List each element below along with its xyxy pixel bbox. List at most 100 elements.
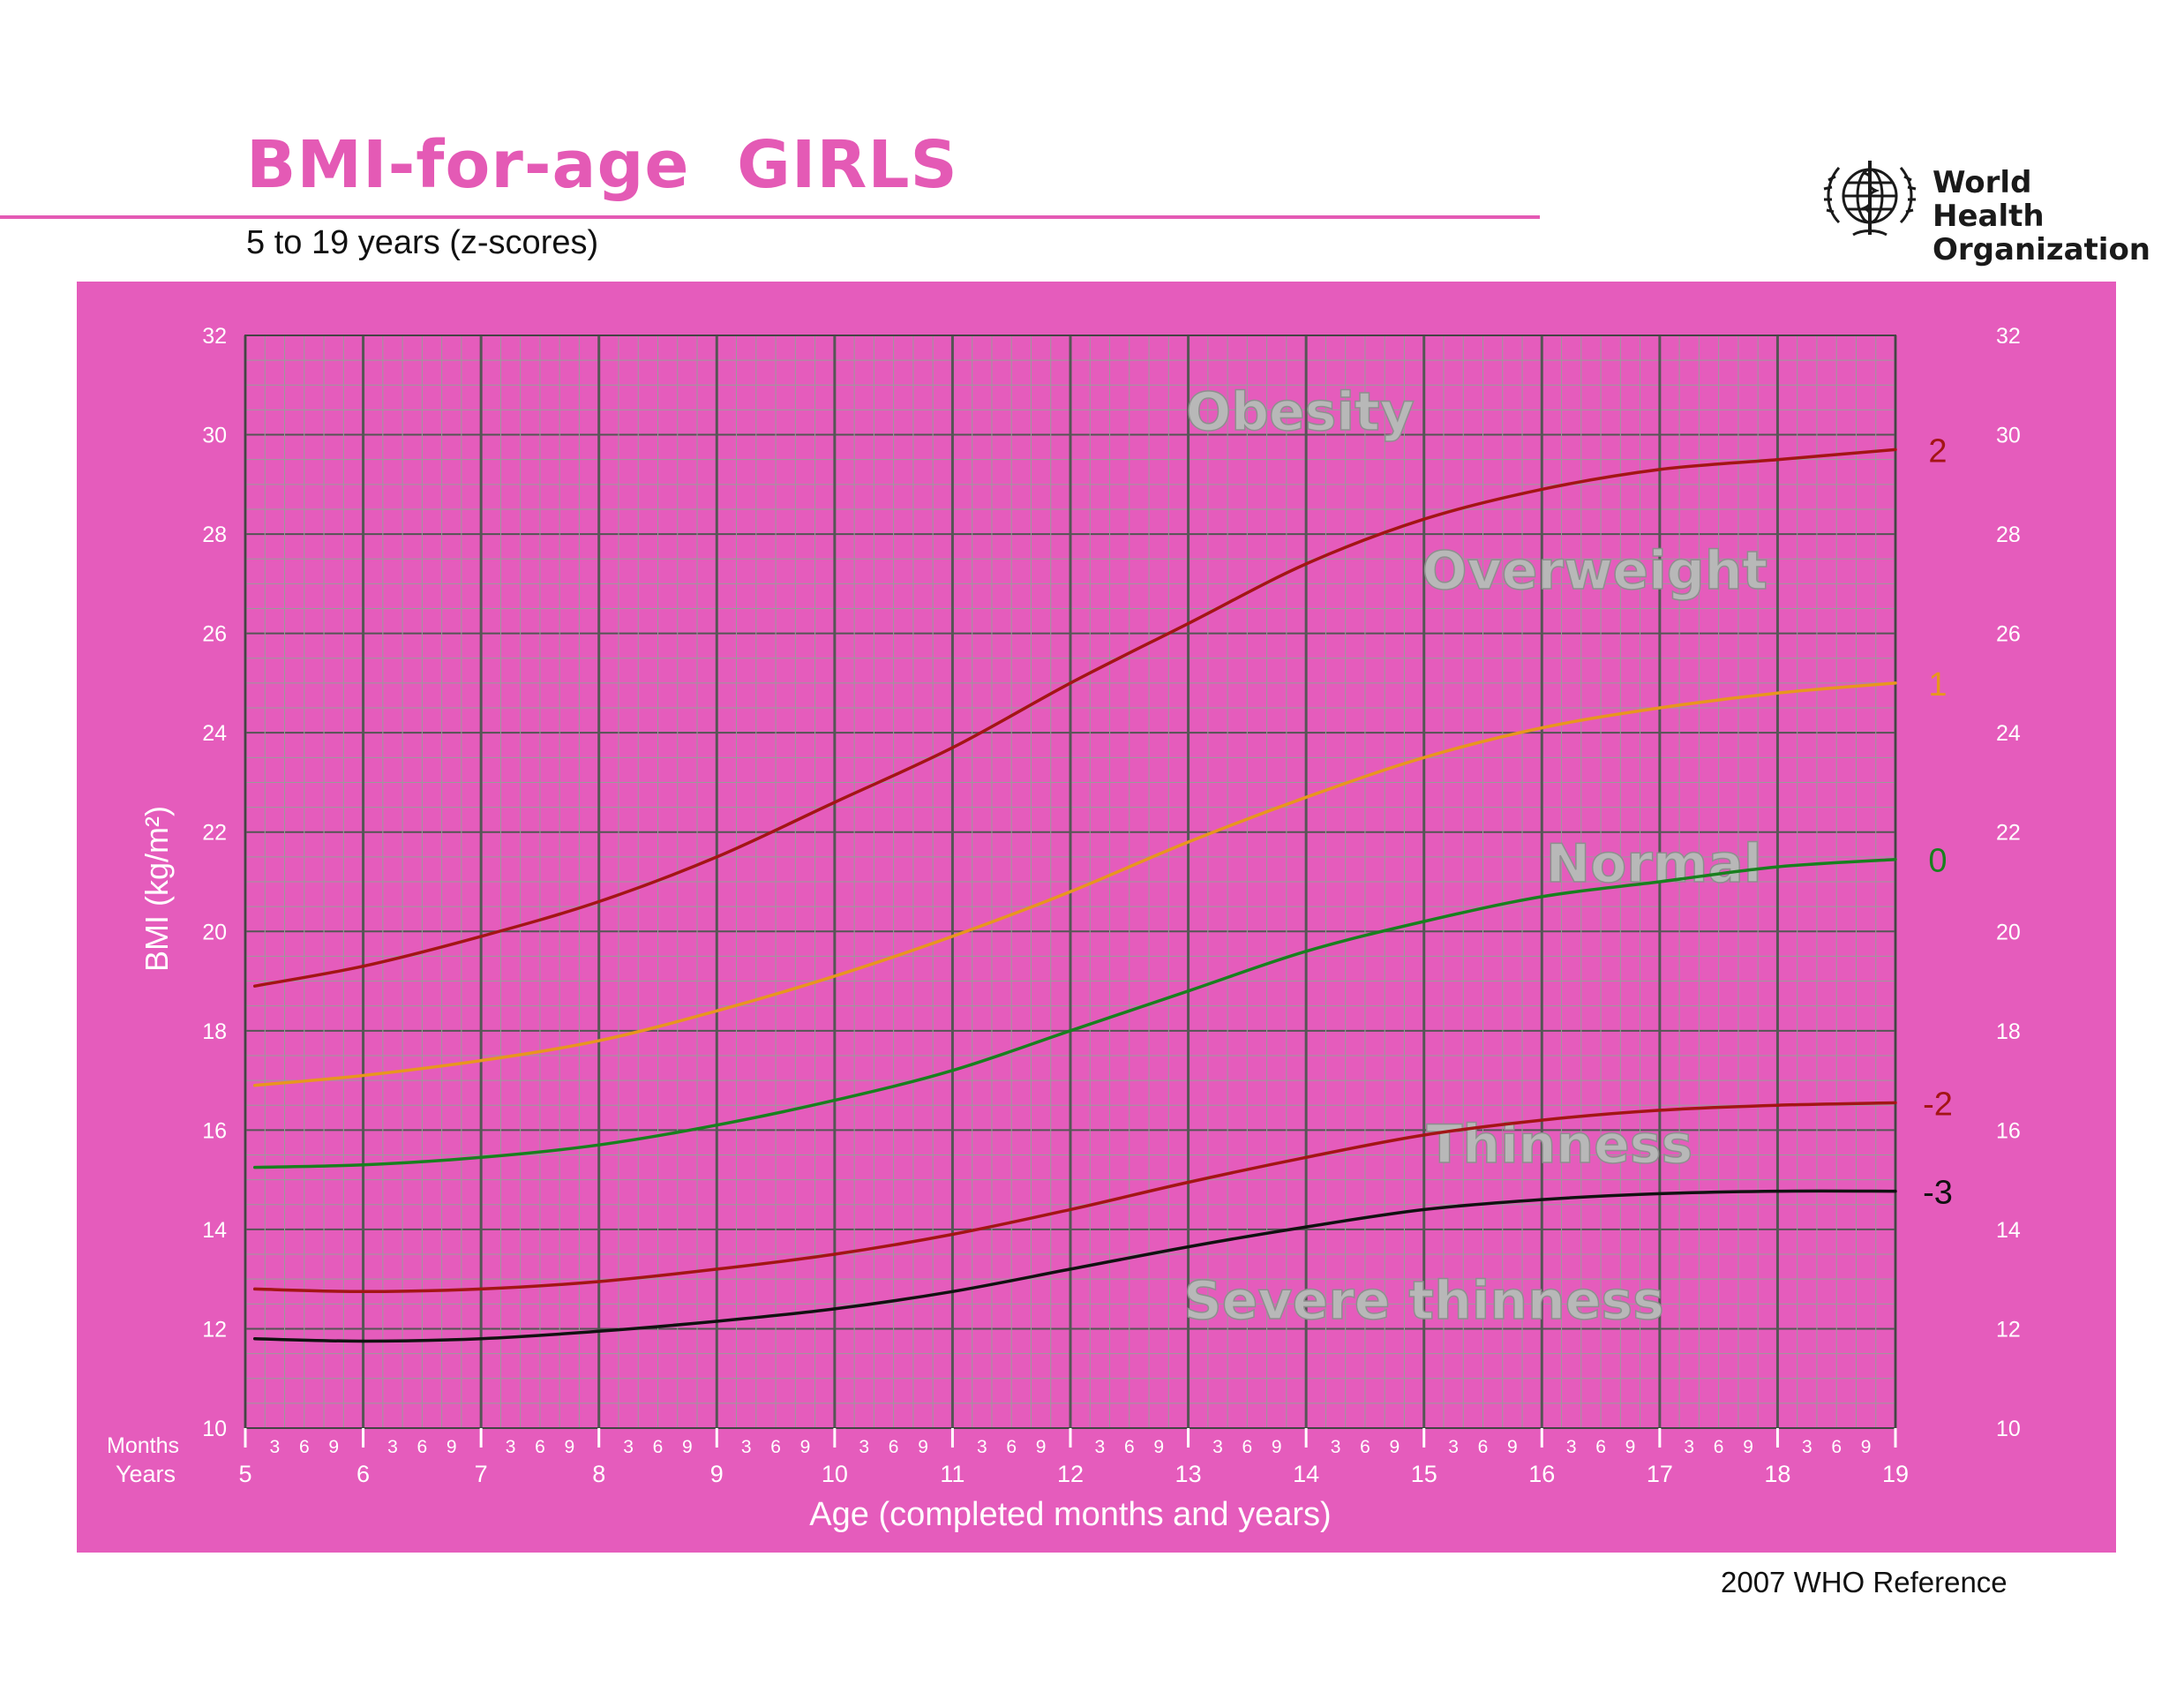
who-name: World Health Organization — [1933, 166, 2150, 267]
y-tick-label-right: 10 — [1996, 1417, 2021, 1441]
x-month-label: 6 — [770, 1437, 781, 1457]
x-year-label: 12 — [1057, 1461, 1084, 1487]
y-tick-label-left: 24 — [202, 721, 227, 746]
x-month-label: 9 — [1036, 1437, 1047, 1457]
x-month-label: 9 — [1625, 1437, 1636, 1457]
x-month-label: 3 — [623, 1437, 634, 1457]
y-tick-label-left: 30 — [202, 424, 227, 448]
x-month-label: 6 — [1006, 1437, 1017, 1457]
x-month-label: 6 — [1714, 1437, 1724, 1457]
x-year-label: 13 — [1175, 1461, 1202, 1487]
y-tick-label-right: 18 — [1996, 1019, 2021, 1044]
x-month-label: 9 — [1389, 1437, 1400, 1457]
x-month-label: 3 — [1448, 1437, 1459, 1457]
y-tick-label-right: 24 — [1996, 721, 2021, 746]
x-month-label: 3 — [1212, 1437, 1223, 1457]
series-line-zm3 — [252, 1189, 1897, 1343]
y-tick-label-left: 32 — [202, 324, 227, 349]
series-line-z0 — [252, 857, 1897, 1169]
x-month-label: 3 — [1684, 1437, 1694, 1457]
y-tick-label-right: 16 — [1996, 1118, 2021, 1143]
band-label: Normal — [1546, 833, 1762, 895]
y-axis-label: BMI (kg/m²) — [139, 806, 175, 972]
band-label: Obesity — [1186, 381, 1415, 443]
x-month-label: 9 — [1153, 1437, 1164, 1457]
series-label-z1: 1 — [1928, 666, 1947, 703]
x-month-label: 9 — [564, 1437, 574, 1457]
y-tick-label-left: 28 — [202, 523, 227, 547]
x-month-label: 9 — [1861, 1437, 1872, 1457]
band-label: Severe thinness — [1184, 1270, 1664, 1332]
who-name-line2: Organization — [1933, 232, 2151, 267]
x-month-label: 9 — [682, 1437, 693, 1457]
x-month-label: 3 — [859, 1437, 869, 1457]
x-year-label: 10 — [822, 1461, 848, 1487]
series-label-zm2: -2 — [1923, 1086, 1953, 1123]
chart-subtitle: 5 to 19 years (z-scores) — [246, 224, 599, 261]
x-month-label: 9 — [447, 1437, 457, 1457]
x-month-label: 9 — [1272, 1437, 1282, 1457]
grid — [244, 335, 1897, 1429]
y-tick-label-right: 22 — [1996, 821, 2021, 846]
x-month-label: 6 — [1360, 1437, 1370, 1457]
x-year-label: 15 — [1411, 1461, 1437, 1487]
who-emblem-icon — [1823, 161, 1917, 237]
x-month-label: 6 — [889, 1437, 899, 1457]
y-tick-label-right: 20 — [1996, 920, 2021, 944]
x-year-label: 7 — [475, 1461, 488, 1487]
x-month-label: 9 — [918, 1437, 928, 1457]
y-tick-label-right: 14 — [1996, 1218, 2021, 1243]
y-tick-label-left: 18 — [202, 1019, 227, 1044]
x-month-label: 3 — [1331, 1437, 1341, 1457]
chart-title: BMI-for-age GIRLS — [246, 127, 958, 203]
x-axis-label: Age (completed months and years) — [809, 1496, 1331, 1533]
y-tick-label-left: 14 — [202, 1218, 227, 1243]
y-tick-label-left: 26 — [202, 622, 227, 647]
x-year-label: 9 — [710, 1461, 724, 1487]
x-year-label: 18 — [1764, 1461, 1790, 1487]
reference-note: 2007 WHO Reference — [1721, 1566, 2008, 1598]
x-month-label: 6 — [1478, 1437, 1489, 1457]
x-year-label: 5 — [238, 1461, 251, 1487]
x-year-label: 14 — [1293, 1461, 1319, 1487]
x-month-label: 9 — [800, 1437, 811, 1457]
years-row-label: Years — [116, 1461, 176, 1487]
series-line-zm2 — [252, 1101, 1897, 1294]
y-tick-label-right: 12 — [1996, 1317, 2021, 1342]
x-month-label: 6 — [535, 1437, 545, 1457]
y-tick-label-right: 30 — [1996, 424, 2021, 448]
y-tick-label-right: 28 — [1996, 523, 2021, 547]
y-tick-label-left: 16 — [202, 1118, 227, 1143]
x-year-label: 16 — [1528, 1461, 1555, 1487]
series-label-z2: 2 — [1928, 432, 1947, 470]
y-tick-label-left: 12 — [202, 1317, 227, 1342]
x-month-label: 9 — [1743, 1437, 1753, 1457]
x-month-label: 6 — [417, 1437, 428, 1457]
x-year-label: 8 — [592, 1461, 605, 1487]
x-year-label: 11 — [940, 1461, 964, 1487]
x-month-label: 3 — [741, 1437, 752, 1457]
title-underline — [0, 215, 1540, 219]
x-year-label: 17 — [1647, 1461, 1673, 1487]
x-month-label: 3 — [977, 1437, 987, 1457]
y-tick-label-left: 20 — [202, 920, 227, 944]
series-line-z2 — [252, 447, 1897, 988]
x-month-label: 6 — [299, 1437, 310, 1457]
who-logo: World Health Organization — [1818, 150, 2150, 267]
x-year-label: 6 — [356, 1461, 370, 1487]
x-month-label: 9 — [328, 1437, 339, 1457]
y-tick-label-left: 22 — [202, 821, 227, 846]
x-month-label: 9 — [1507, 1437, 1518, 1457]
months-row-label: Months — [107, 1433, 179, 1458]
series-line-z1 — [252, 681, 1897, 1087]
x-month-label: 3 — [506, 1437, 516, 1457]
x-month-label: 6 — [1831, 1437, 1842, 1457]
y-tick-label-left: 10 — [202, 1417, 227, 1441]
x-month-label: 3 — [1566, 1437, 1577, 1457]
x-month-label: 6 — [1595, 1437, 1606, 1457]
y-tick-label-right: 32 — [1996, 324, 2021, 349]
y-tick-label-right: 26 — [1996, 622, 2021, 647]
x-month-label: 3 — [1095, 1437, 1106, 1457]
